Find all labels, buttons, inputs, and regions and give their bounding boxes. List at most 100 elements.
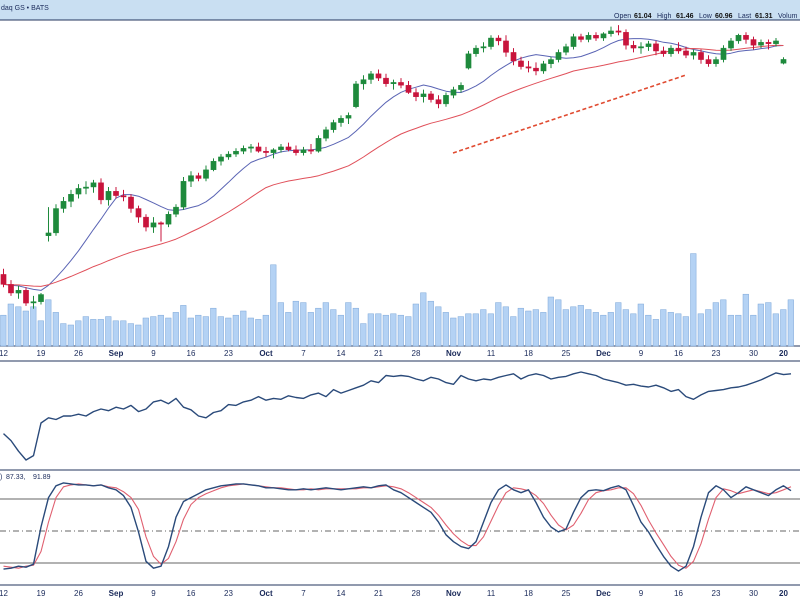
candle bbox=[315, 135, 322, 153]
candle-body bbox=[480, 46, 487, 49]
volume-bar bbox=[517, 307, 524, 347]
candle-body bbox=[38, 294, 44, 302]
candle bbox=[113, 187, 119, 199]
candle bbox=[15, 285, 22, 299]
candle-body bbox=[113, 191, 119, 196]
volume-bar bbox=[202, 316, 209, 347]
candle-body bbox=[743, 35, 749, 40]
date-tick-label: Sep bbox=[109, 589, 124, 598]
volume-bar bbox=[585, 309, 592, 347]
date-tick-label: 12 bbox=[0, 349, 8, 358]
volume-bar bbox=[390, 313, 397, 347]
stoch-k-value: 87.33, bbox=[6, 474, 26, 481]
candle-body bbox=[660, 50, 667, 55]
candle bbox=[180, 177, 187, 210]
candle-body bbox=[728, 40, 734, 49]
candle bbox=[713, 56, 719, 67]
date-tick-label: 30 bbox=[749, 589, 758, 598]
candle-body bbox=[285, 146, 292, 150]
candle-body bbox=[225, 153, 232, 158]
date-tick-label: 7 bbox=[301, 349, 306, 358]
candle-body bbox=[593, 35, 599, 39]
volume-bar bbox=[705, 309, 712, 347]
candle-body bbox=[765, 42, 772, 44]
candle bbox=[653, 40, 659, 56]
candle-body bbox=[368, 73, 374, 80]
candle-body bbox=[518, 60, 524, 67]
candle bbox=[90, 179, 97, 193]
candle-body bbox=[98, 182, 104, 201]
last-label: Last bbox=[738, 13, 751, 20]
candle bbox=[240, 145, 247, 155]
candle-body bbox=[120, 195, 127, 198]
candle bbox=[728, 38, 734, 51]
volume-bar bbox=[652, 319, 659, 347]
candle bbox=[128, 194, 134, 213]
candle bbox=[480, 42, 487, 53]
stoch-k-line bbox=[3, 482, 792, 572]
candle bbox=[660, 46, 667, 57]
candle bbox=[443, 92, 449, 107]
volume-bar bbox=[540, 312, 547, 347]
candle-body bbox=[360, 79, 367, 85]
candle bbox=[345, 112, 352, 124]
volume-bar bbox=[300, 302, 307, 347]
candle bbox=[330, 119, 337, 133]
volume-bar bbox=[60, 323, 67, 347]
volume-bar bbox=[240, 310, 247, 347]
volume-bar bbox=[0, 314, 7, 347]
volume-bar bbox=[420, 292, 427, 347]
candle bbox=[510, 48, 517, 66]
candle bbox=[780, 57, 787, 65]
volume-bar bbox=[457, 316, 464, 347]
date-tick-label: 21 bbox=[374, 589, 383, 598]
volume-bar bbox=[780, 309, 787, 347]
volume-bar bbox=[247, 317, 254, 347]
candle bbox=[263, 146, 269, 157]
date-tick-label: 9 bbox=[639, 589, 644, 598]
candle-body bbox=[240, 148, 247, 152]
candle-body bbox=[105, 191, 112, 201]
volume-bar bbox=[255, 319, 262, 347]
date-tick-label: 23 bbox=[224, 349, 233, 358]
candle bbox=[293, 145, 299, 156]
volume-bar bbox=[105, 316, 112, 347]
volume-bar bbox=[135, 324, 142, 347]
candle-body bbox=[83, 186, 89, 189]
candle bbox=[765, 39, 772, 50]
candle bbox=[690, 49, 697, 60]
candle bbox=[390, 79, 397, 90]
candle bbox=[758, 39, 764, 49]
volume-bar bbox=[592, 312, 599, 347]
volume-bar bbox=[90, 319, 97, 347]
candle-body bbox=[713, 59, 719, 65]
open-value: 61.04 bbox=[634, 13, 652, 20]
date-tick-label: 11 bbox=[487, 589, 496, 598]
candle bbox=[533, 62, 539, 76]
candle bbox=[413, 88, 419, 102]
volume-bar bbox=[142, 317, 149, 347]
volume-bar bbox=[720, 299, 727, 347]
candle bbox=[450, 86, 457, 99]
date-tick-label: Dec bbox=[596, 349, 611, 358]
candle bbox=[285, 142, 292, 152]
date-tick-label: Oct bbox=[259, 589, 273, 598]
candle bbox=[645, 40, 652, 51]
candle-body bbox=[165, 213, 172, 225]
high-label: High bbox=[657, 13, 672, 20]
volume-bar bbox=[22, 310, 29, 347]
volume-bar bbox=[187, 317, 194, 347]
candle bbox=[360, 75, 367, 90]
volume-bar bbox=[30, 306, 37, 347]
candle-body bbox=[195, 175, 202, 179]
date-tick-label: 14 bbox=[337, 589, 346, 598]
volume-bar bbox=[165, 317, 172, 347]
date-tick-label: 28 bbox=[412, 349, 421, 358]
volume-bar bbox=[510, 316, 517, 347]
volume-bar bbox=[727, 314, 734, 347]
candle-body bbox=[525, 66, 532, 69]
candle bbox=[698, 49, 704, 64]
candle-body bbox=[435, 99, 442, 105]
volume-bar bbox=[765, 302, 772, 347]
volume-bar bbox=[75, 320, 82, 347]
